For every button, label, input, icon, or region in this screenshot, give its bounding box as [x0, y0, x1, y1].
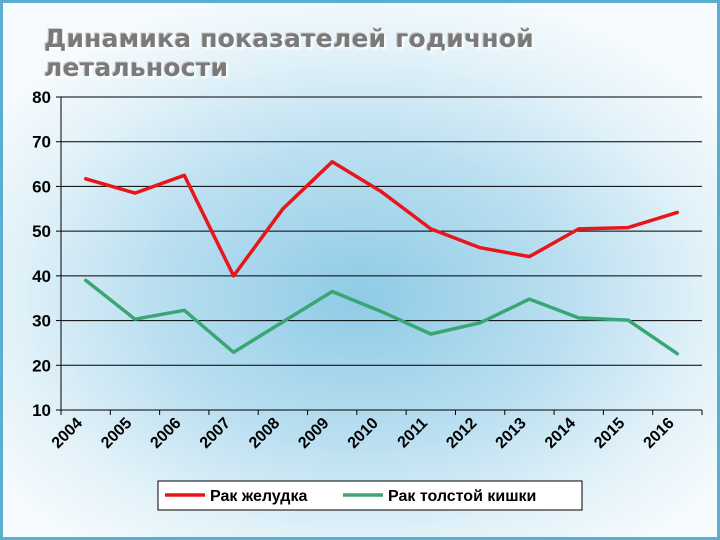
y-tick-label: 60 — [32, 177, 51, 196]
x-tick-label: 2004 — [49, 415, 86, 452]
legend-label-series-2: Рак толстой кишки — [388, 488, 536, 505]
x-tick-label: 2015 — [591, 415, 628, 452]
x-tick-label: 2008 — [246, 415, 283, 452]
y-tick-label: 10 — [32, 401, 51, 420]
y-tick-labels: 10 20 30 40 50 60 70 80 — [32, 88, 51, 420]
y-tick-label: 50 — [32, 222, 51, 241]
x-tick-label: 2016 — [641, 415, 678, 452]
y-tick-label: 20 — [32, 356, 51, 375]
y-tick-label: 70 — [32, 133, 51, 152]
x-tick-label: 2013 — [493, 415, 530, 452]
x-tick-label: 2006 — [147, 415, 184, 452]
axes — [56, 96, 703, 415]
chart-title: Динамика показателей годичной летальност… — [44, 24, 534, 82]
y-tick-label: 80 — [32, 88, 51, 107]
gridlines — [61, 96, 702, 366]
y-tick-label: 40 — [32, 267, 51, 286]
x-tick-label: 2012 — [443, 415, 480, 452]
legend: Рак желудка Рак толстой кишки — [157, 480, 583, 511]
x-tick-label: 2007 — [197, 415, 234, 452]
x-tick-label: 2014 — [542, 415, 579, 452]
series-lines — [83, 160, 680, 356]
y-tick-label: 30 — [32, 312, 51, 331]
x-tick-label: 2010 — [345, 415, 382, 452]
x-tick-label: 2011 — [395, 415, 432, 452]
series-line-1 — [83, 160, 680, 278]
x-tick-labels: 2004 2005 2006 2007 2008 2009 2010 2011 2012 2013… — [49, 415, 678, 452]
legend-label-series-1: Рак желудка — [210, 488, 307, 505]
series-line-2 — [83, 278, 680, 356]
x-tick-label: 2009 — [295, 415, 332, 452]
x-tick-label: 2005 — [98, 415, 135, 452]
